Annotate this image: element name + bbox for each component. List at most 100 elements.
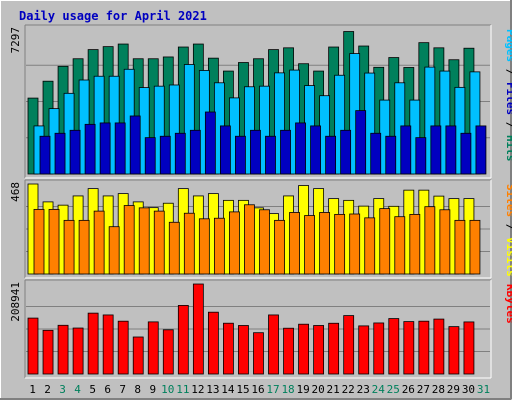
x-tick-day-27: 27 [417,383,430,396]
panel-kbytes: 208941 KBytes [9,279,512,379]
legend: KBytes [504,284,512,324]
x-tick-day-3: 3 [59,383,66,396]
x-tick-day-5: 5 [89,383,96,396]
bar-pages-day-19 [310,125,321,175]
bar-sites-day-23 [364,217,376,275]
x-tick-day-1: 1 [29,383,36,396]
bar-pages-day-15 [250,129,261,175]
x-tick-day-16: 16 [251,383,264,396]
bar-sites-day-16 [259,209,270,275]
x-tick-day-22: 22 [342,383,355,396]
bar-pages-day-24 [385,135,397,175]
bar-kbytes-day-18 [283,327,294,375]
bar-pages-day-18 [295,122,306,175]
bar-files-day-17 [274,72,285,175]
bar-files-day-18 [289,69,300,175]
x-tick-day-24: 24 [372,383,386,396]
bar-pages-day-2 [54,132,66,175]
bar-pages-day-25 [400,125,412,175]
bar-sites-day-30 [469,219,481,275]
bar-kbytes-day-14 [223,322,234,375]
bar-sites-day-12 [198,218,210,275]
bar-pages-day-8 [144,137,156,175]
bar-sites-day-29 [454,219,466,275]
x-tick-day-9: 9 [149,383,156,396]
bar-pages-day-7 [129,115,141,175]
x-tick-day-26: 26 [402,383,415,396]
legend-entry: / [504,69,512,82]
bar-pages-day-28 [445,125,457,175]
x-tick-day-21: 21 [327,383,340,396]
bar-kbytes-day-16 [253,332,264,375]
bar-kbytes-day-25 [388,318,400,375]
bar-kbytes-day-20 [313,325,325,375]
bar-sites-day-2 [48,208,60,275]
legend-entry: / [504,224,512,237]
bar-kbytes-day-9 [147,321,159,375]
bar-pages-day-17 [280,129,291,175]
bar-kbytes-day-4 [72,327,84,375]
x-tick-day-18: 18 [281,383,294,396]
y-max-label: 208941 [9,282,22,322]
bar-files-day-28 [439,70,451,175]
bar-sites-day-4 [78,219,90,275]
y-max-label: 468 [9,182,22,202]
bar-sites-day-7 [123,205,135,275]
bar-pages-day-13 [219,125,231,175]
bar-kbytes-day-23 [358,325,370,375]
bar-sites-day-5 [93,210,105,275]
bar-sites-day-10 [168,221,180,275]
legend-entry: Sites [504,184,512,224]
x-tick-day-2: 2 [44,383,51,396]
x-tick-day-6: 6 [104,383,111,396]
bar-sites-day-15 [244,204,255,275]
bar-pages-day-16 [265,135,276,175]
bar-pages-day-29 [460,132,472,175]
bar-pages-day-30 [475,125,487,175]
bar-pages-day-11 [189,129,201,175]
bar-kbytes-day-10 [162,329,174,375]
x-tick-day-25: 25 [387,383,400,396]
x-tick-day-19: 19 [296,383,309,396]
bar-sites-day-1 [33,208,45,275]
chart-panels: 7297 Pages / Files / Hits 468 Sites / Visi… [9,24,512,379]
bar-kbytes-day-28 [433,318,445,375]
bar-kbytes-day-12 [192,283,204,375]
panel-visits-sites: 468 Sites / Visits [9,179,512,279]
panel-hits-files-pages: 7297 Pages / Files / Hits [9,24,512,179]
bar-pages-day-10 [174,132,186,175]
legend: Sites / Visits [504,184,512,277]
bar-sites-day-21 [334,213,346,275]
bar-pages-day-12 [204,111,216,175]
x-tick-day-11: 11 [176,383,189,396]
bar-sites-day-13 [213,217,225,275]
x-tick-day-23: 23 [357,383,370,396]
bar-sites-day-20 [319,212,331,275]
bar-kbytes-day-15 [238,325,249,375]
bar-pages-day-27 [430,125,442,175]
bar-files-day-9 [153,85,165,175]
bar-pages-day-23 [370,132,382,175]
bar-sites-day-9 [153,210,165,275]
bar-files-day-30 [469,71,481,175]
bar-pages-day-3 [69,129,81,175]
x-tick-day-30: 30 [462,383,475,396]
bar-pages-day-4 [84,123,96,175]
x-tick-day-10: 10 [161,383,174,396]
x-tick-day-4: 4 [74,383,81,396]
x-tick-day-29: 29 [447,383,460,396]
bar-sites-day-27 [424,206,436,275]
bar-files-day-21 [334,74,346,175]
bar-pages-day-26 [415,137,427,175]
bar-kbytes-day-3 [57,324,69,375]
x-tick-day-14: 14 [221,383,235,396]
bar-sites-day-3 [63,219,75,275]
bar-sites-day-8 [138,207,150,275]
bar-kbytes-day-2 [42,329,54,375]
bar-pages-day-20 [325,135,337,175]
legend-entry: KBytes [504,284,512,324]
bar-kbytes-day-8 [132,336,144,375]
bar-sites-day-14 [229,211,240,275]
chart-title: Daily usage for April 2021 [19,9,207,23]
